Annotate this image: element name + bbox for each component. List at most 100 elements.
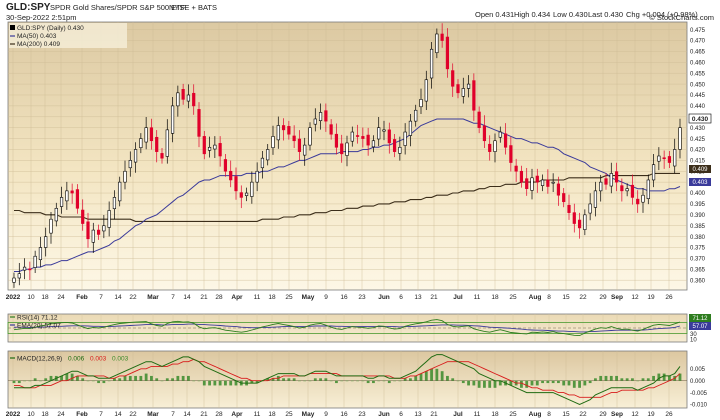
candle-body <box>96 229 101 235</box>
macd-histogram-bar <box>641 378 645 381</box>
price-tick-label: 0.370 <box>690 257 706 263</box>
x-tick-label: Aug <box>529 294 542 301</box>
header-symbol: GLD:SPY <box>6 2 51 13</box>
x-tick-label: 21 <box>430 294 438 301</box>
candle-body <box>287 126 291 135</box>
macd-histogram-bar <box>636 380 640 382</box>
x-tick-label: 28 <box>215 294 223 301</box>
macd-histogram-bar <box>350 380 354 382</box>
candle-body <box>112 197 117 210</box>
candle-body <box>620 185 624 192</box>
macd-histogram-bar <box>81 378 85 381</box>
candle-body <box>678 127 682 150</box>
candle-body <box>123 170 127 183</box>
macd-histogram-bar <box>250 380 254 384</box>
macd-panel <box>7 350 688 409</box>
price-tick-label: 0.455 <box>690 71 706 77</box>
macd-histogram-bar <box>583 380 587 386</box>
macd-histogram-bar <box>594 378 597 381</box>
macd-histogram-bar <box>414 375 418 381</box>
macd-histogram-bar <box>456 380 460 382</box>
macd-histogram-bar <box>541 380 544 384</box>
x-tick-label-bottom: 8 <box>547 411 551 418</box>
price-tick-label: 0.475 <box>690 28 706 34</box>
macd-histogram-bar <box>91 380 95 382</box>
macd-histogram-bar <box>107 380 111 382</box>
macd-histogram-bar <box>509 380 513 386</box>
candle-body <box>482 125 487 142</box>
candle-body <box>636 198 640 205</box>
candle-body <box>519 170 524 183</box>
candle-body <box>461 88 465 97</box>
macd-histogram-bar <box>44 378 48 381</box>
candle-body <box>546 179 550 187</box>
badge-ma200: 0.409 <box>689 165 711 173</box>
macd-histogram-bar <box>446 375 449 381</box>
candle-body <box>503 133 508 148</box>
x-tick-label-bottom: 21 <box>430 411 438 418</box>
x-tick-label: 25 <box>285 294 293 301</box>
x-tick-label-bottom: 2022 <box>6 411 21 418</box>
svg-text:71.12: 71.12 <box>692 316 708 322</box>
badge-ema: 57.07 <box>689 322 711 330</box>
candle-body <box>408 120 413 136</box>
macd-tick-label: -0.010 <box>690 403 708 409</box>
legend-rsi: RSI(14) 71.12 <box>17 315 58 322</box>
macd-histogram-bar <box>398 380 402 382</box>
candle-body <box>456 84 460 94</box>
x-tick-label-bottom: 16 <box>340 411 348 418</box>
x-tick-label-bottom: 7 <box>171 411 175 418</box>
macd-histogram-bar <box>567 380 571 386</box>
x-tick-label: 26 <box>665 294 673 301</box>
macd-histogram-bar <box>372 380 375 384</box>
x-tick-label: 29 <box>599 294 607 301</box>
macd-histogram-bar <box>298 380 301 382</box>
candle-body <box>604 178 608 185</box>
x-tick-label-bottom: 7 <box>99 411 103 418</box>
macd-histogram-bar <box>366 380 370 384</box>
candle-body <box>260 157 265 169</box>
candle-body <box>345 142 349 156</box>
macd-tick-label: -0.005 <box>690 391 708 397</box>
candle-body <box>181 89 185 100</box>
candle-body <box>239 192 243 198</box>
macd-histogram-bar <box>76 375 79 381</box>
svg-text:57.07: 57.07 <box>692 324 708 330</box>
macd-histogram-bar <box>604 375 608 381</box>
price-tick-label: 0.395 <box>690 202 706 208</box>
x-tick-label-bottom: Apr <box>231 411 243 418</box>
candle-body <box>646 179 650 200</box>
macd-histogram-bar <box>313 378 317 381</box>
candle-body <box>609 173 613 187</box>
x-tick-label: 14 <box>183 294 191 301</box>
macd-histogram-bar <box>17 380 21 384</box>
macd-histogram-bar <box>599 375 603 381</box>
macd-histogram-bar <box>620 378 624 381</box>
macd-histogram-bar <box>224 380 227 386</box>
macd-histogram-bar <box>572 380 576 388</box>
x-tick-label: 11 <box>474 294 481 301</box>
candle-body <box>371 140 376 148</box>
x-tick-label: 7 <box>99 294 103 301</box>
x-tick-label-bottom: Feb <box>76 411 88 418</box>
price-tick-label: 0.440 <box>690 104 706 110</box>
candle-body <box>673 149 677 167</box>
x-tick-label-bottom: Mar <box>147 411 159 418</box>
x-tick-label-bottom: 12 <box>631 411 639 418</box>
candle-body <box>577 219 582 229</box>
x-tick-label-bottom: 6 <box>399 411 403 418</box>
candle-body <box>250 181 254 197</box>
candle-body <box>192 92 196 107</box>
candle-body <box>440 33 444 41</box>
candle-body <box>429 48 434 79</box>
macd-histogram-bar <box>197 380 201 382</box>
macd-histogram-bar <box>150 375 153 381</box>
price-tick-label: 0.430 <box>690 126 706 132</box>
candle-body <box>86 221 90 240</box>
macd-histogram-bar <box>65 373 69 381</box>
candle-body <box>170 105 175 134</box>
x-tick-label-bottom: 25 <box>509 411 517 418</box>
macd-histogram-bar <box>562 380 566 386</box>
x-tick-label: Jul <box>453 294 463 301</box>
